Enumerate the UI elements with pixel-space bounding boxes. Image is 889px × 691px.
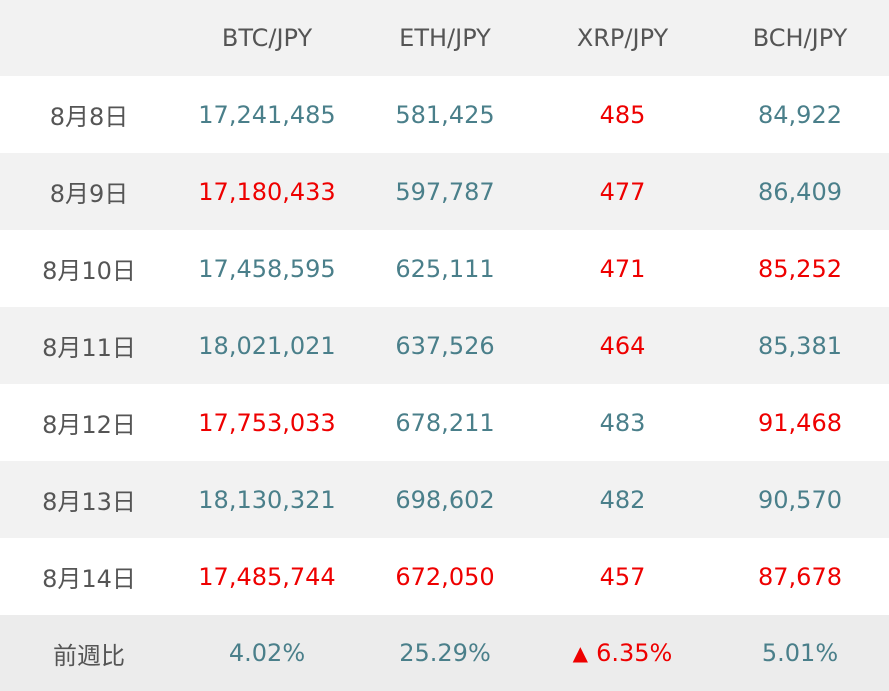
price-cell-btc: 17,458,595 <box>178 230 356 307</box>
price-cell-btc: 17,241,485 <box>178 76 356 153</box>
table-header-row: BTC/JPY ETH/JPY XRP/JPY BCH/JPY <box>0 0 889 77</box>
table-row: 8月11日 18,021,021 637,526 464 85,381 <box>0 307 889 384</box>
table-row: 8月12日 17,753,033 678,211 483 91,468 <box>0 384 889 461</box>
price-cell-btc: 17,753,033 <box>178 384 356 461</box>
price-cell-xrp: 464 <box>534 307 711 384</box>
price-cell-xrp: 483 <box>534 384 711 461</box>
price-cell-eth: 698,602 <box>356 461 534 538</box>
price-cell-btc: 17,180,433 <box>178 153 356 230</box>
row-date: 8月13日 <box>0 461 178 538</box>
price-cell-btc: 18,130,321 <box>178 461 356 538</box>
table-row: 8月9日 17,180,433 597,787 477 86,409 <box>0 153 889 230</box>
price-cell-xrp: 482 <box>534 461 711 538</box>
row-date: 8月9日 <box>0 153 178 230</box>
change-cell-btc: 4.02% <box>178 615 356 691</box>
price-cell-eth: 637,526 <box>356 307 534 384</box>
column-header-btc: BTC/JPY <box>178 0 356 77</box>
table-row: 8月14日 17,485,744 672,050 457 87,678 <box>0 538 889 615</box>
price-cell-bch: 87,678 <box>711 538 889 615</box>
price-cell-bch: 85,252 <box>711 230 889 307</box>
price-cell-eth: 581,425 <box>356 76 534 153</box>
column-header-date <box>0 0 178 77</box>
change-cell-xrp: ▲ 6.35% <box>534 615 711 691</box>
price-cell-xrp: 485 <box>534 76 711 153</box>
table-row: 8月8日 17,241,485 581,425 485 84,922 <box>0 76 889 153</box>
row-date: 8月14日 <box>0 538 178 615</box>
summary-label: 前週比 <box>0 615 178 691</box>
price-cell-bch: 90,570 <box>711 461 889 538</box>
price-cell-eth: 678,211 <box>356 384 534 461</box>
price-cell-xrp: 471 <box>534 230 711 307</box>
price-cell-eth: 597,787 <box>356 153 534 230</box>
price-cell-bch: 85,381 <box>711 307 889 384</box>
table-row: 8月10日 17,458,595 625,111 471 85,252 <box>0 230 889 307</box>
price-cell-bch: 86,409 <box>711 153 889 230</box>
column-header-eth: ETH/JPY <box>356 0 534 77</box>
price-cell-eth: 672,050 <box>356 538 534 615</box>
price-cell-btc: 18,021,021 <box>178 307 356 384</box>
triangle-up-icon: ▲ <box>572 641 589 665</box>
change-value: 4.02% <box>228 639 306 667</box>
change-value: 25.29% <box>399 639 491 667</box>
change-cell-eth: 25.29% <box>356 615 534 691</box>
change-value: 5.01% <box>761 639 839 667</box>
change-value: 6.35% <box>596 639 673 667</box>
change-cell-bch: 5.01% <box>711 615 889 691</box>
table-row: 8月13日 18,130,321 698,602 482 90,570 <box>0 461 889 538</box>
price-cell-eth: 625,111 <box>356 230 534 307</box>
price-cell-bch: 91,468 <box>711 384 889 461</box>
column-header-bch: BCH/JPY <box>711 0 889 77</box>
row-date: 8月12日 <box>0 384 178 461</box>
row-date: 8月10日 <box>0 230 178 307</box>
price-cell-xrp: 457 <box>534 538 711 615</box>
summary-row: 前週比 4.02% 25.29% ▲ 6.35% 5.01% <box>0 615 889 691</box>
price-cell-bch: 84,922 <box>711 76 889 153</box>
row-date: 8月8日 <box>0 76 178 153</box>
row-date: 8月11日 <box>0 307 178 384</box>
price-cell-btc: 17,485,744 <box>178 538 356 615</box>
price-cell-xrp: 477 <box>534 153 711 230</box>
column-header-xrp: XRP/JPY <box>534 0 711 77</box>
